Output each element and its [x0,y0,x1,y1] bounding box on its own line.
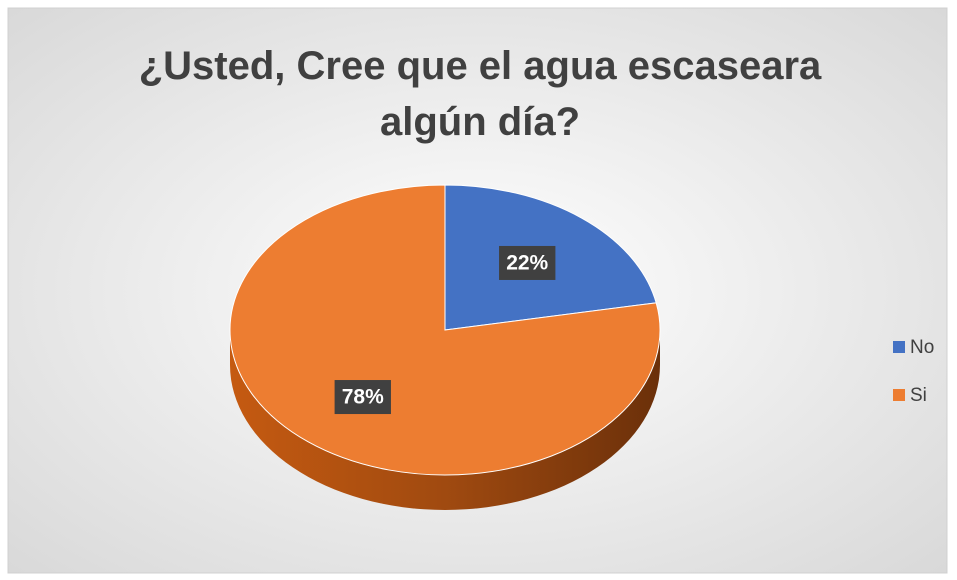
legend-swatch [893,341,905,353]
data-label-box [334,380,391,415]
chart-title: ¿Usted, Cree que el agua escaseara algún… [138,44,822,144]
pie-side [230,330,660,510]
data-label-box [499,245,556,280]
legend: No Si [893,337,934,406]
legend-label: No [910,337,934,358]
legend-label: Si [910,385,927,406]
data-label: 78% [342,386,384,409]
pie [229,184,661,510]
legend-swatch [893,389,905,401]
data-label: 22% [506,252,548,275]
data-labels: 22% 78% [334,245,556,415]
